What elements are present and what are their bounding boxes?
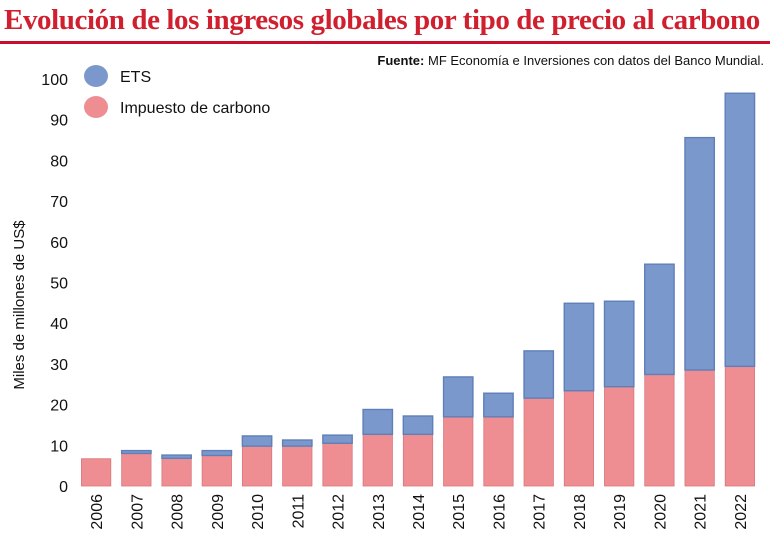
x-tick-label: 2021 <box>693 494 710 530</box>
bar-impuesto-2015 <box>443 416 474 487</box>
legend-label-ets: ETS <box>120 69 151 86</box>
x-tick-label: 2009 <box>210 494 227 530</box>
bar-impuesto-2010 <box>241 445 273 487</box>
legend-swatch-impuesto <box>84 96 108 118</box>
bar-impuesto-2021 <box>684 369 715 487</box>
bar-ets-2020 <box>644 263 675 376</box>
bar-ets-2019 <box>603 300 635 388</box>
bar-ets-2013 <box>362 408 394 436</box>
title-divider <box>0 41 770 44</box>
y-tick-label: 0 <box>59 479 68 496</box>
bar-ets-2015 <box>442 376 474 418</box>
x-tick-label: 2018 <box>572 494 589 530</box>
x-tick-label: 2006 <box>89 494 106 530</box>
bar-impuesto-2022 <box>724 365 755 487</box>
legend: ETS Impuesto de carbono <box>84 65 270 118</box>
y-tick-label: 50 <box>50 276 68 293</box>
y-tick-label: 30 <box>50 357 68 374</box>
y-tick-label: 90 <box>50 113 68 130</box>
x-tick-label: 2016 <box>491 494 508 530</box>
bar-impuesto-2009 <box>201 455 232 487</box>
bar-ets-2009 <box>201 449 233 457</box>
bar-impuesto-2012 <box>322 442 353 487</box>
bar-impuesto-2018 <box>563 390 595 487</box>
bar-impuesto-2019 <box>604 386 635 487</box>
x-tick-label: 2022 <box>733 494 750 530</box>
y-axis-title: Miles de millones de US$ <box>11 220 28 390</box>
y-tick-label: 10 <box>50 438 68 455</box>
bar-impuesto-2016 <box>483 416 514 487</box>
bar-ets-2018 <box>563 302 595 392</box>
bar-ets-2011 <box>281 439 313 447</box>
x-tick-label: 2017 <box>532 494 549 530</box>
legend-label-impuesto: Impuesto de carbono <box>120 100 270 117</box>
bar-ets-2022 <box>724 92 756 368</box>
x-tick-label: 2010 <box>250 494 267 530</box>
bar-ets-2021 <box>684 136 716 371</box>
bar-impuesto-2006 <box>81 458 112 487</box>
bar-impuesto-2017 <box>523 397 554 487</box>
x-tick-label: 2019 <box>612 494 629 530</box>
bar-impuesto-2011 <box>282 445 313 487</box>
x-tick-label: 2015 <box>451 494 468 530</box>
bar-series <box>81 92 756 487</box>
x-tick-label: 2020 <box>652 494 669 530</box>
bar-ets-2007 <box>120 449 152 455</box>
bar-impuesto-2014 <box>402 433 434 487</box>
bar-ets-2012 <box>322 434 353 444</box>
y-tick-label: 20 <box>50 398 68 415</box>
bar-ets-2014 <box>402 415 434 436</box>
x-tick-label: 2007 <box>129 494 146 530</box>
y-tick-label: 70 <box>50 194 68 211</box>
bar-impuesto-2007 <box>121 453 152 487</box>
x-tick-label: 2011 <box>290 494 307 529</box>
bar-impuesto-2020 <box>644 374 675 487</box>
bar-ets-2017 <box>523 350 555 399</box>
bar-impuesto-2013 <box>362 433 393 487</box>
bar-ets-2016 <box>483 392 514 418</box>
x-tick-label: 2013 <box>371 494 388 530</box>
bar-impuesto-2008 <box>161 457 192 487</box>
legend-swatch-ets <box>84 65 108 87</box>
y-tick-label: 60 <box>50 235 68 252</box>
y-tick-label: 100 <box>41 72 68 89</box>
x-tick-label: 2012 <box>331 494 348 530</box>
source-note: Fuente: MF Economía e Inversiones con da… <box>377 53 764 68</box>
x-axis: 2006 2007 2008 2009 2010 2011 2012 2013 2014 2015… <box>89 494 750 530</box>
x-tick-label: 2008 <box>170 494 187 530</box>
bar-ets-2008 <box>161 454 192 460</box>
x-tick-label: 2014 <box>411 494 428 530</box>
bar-ets-2010 <box>241 435 273 447</box>
y-tick-label: 40 <box>50 316 68 333</box>
y-tick-label: 80 <box>50 153 68 170</box>
source-text: MF Economía e Inversiones con datos del … <box>427 53 764 68</box>
source-label: Fuente: <box>377 53 425 68</box>
y-axis: 0 10 20 30 40 50 60 70 80 90 100 <box>41 72 68 496</box>
chart-title: Evolución de los ingresos globales por t… <box>4 4 760 36</box>
